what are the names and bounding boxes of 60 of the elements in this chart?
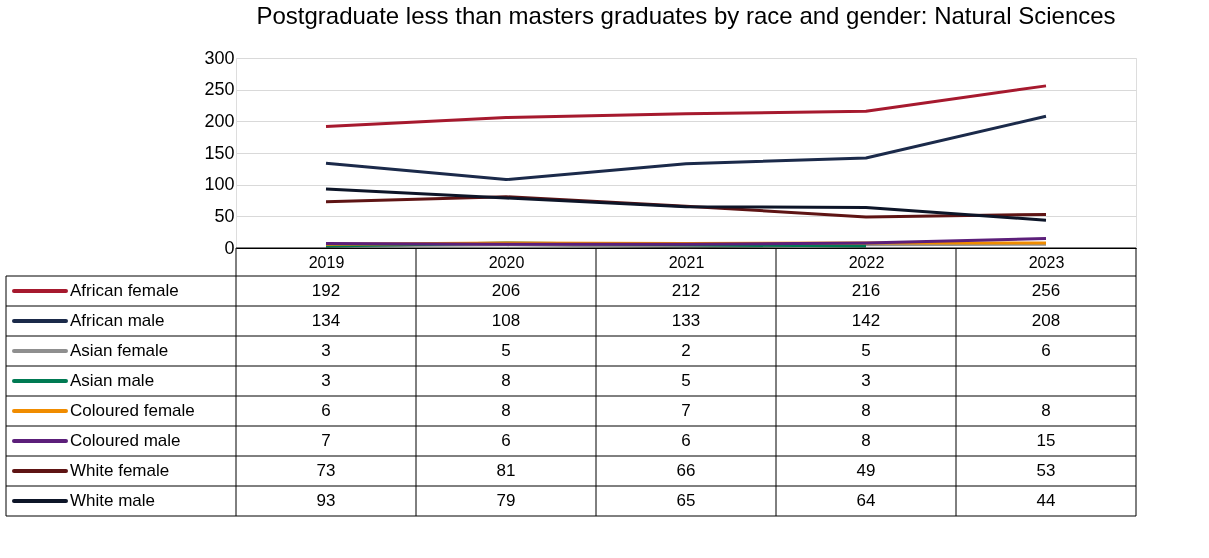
legend-label: Coloured female — [70, 401, 195, 420]
data-label: 5 — [681, 371, 691, 390]
legend-label: African male — [70, 311, 165, 330]
data-label: 5 — [501, 341, 511, 360]
y-tick-label: 150 — [204, 142, 235, 163]
legend-label: White male — [70, 491, 156, 510]
legend-label: Coloured male — [70, 431, 181, 450]
data-label: 6 — [321, 401, 331, 420]
data-label: 3 — [861, 371, 871, 390]
legend-label: African female — [70, 281, 179, 300]
chart-title: Postgraduate less than masters graduates by race and gender: Natural Sciences — [256, 2, 1116, 29]
data-label: 2 — [681, 341, 691, 360]
data-label: 6 — [1041, 341, 1051, 360]
data-label: 65 — [676, 491, 696, 510]
legend-label: Asian female — [70, 341, 169, 360]
data-label: 8 — [501, 401, 511, 420]
y-tick-label: 0 — [224, 237, 235, 258]
legend-label: White female — [70, 461, 170, 480]
data-label: 134 — [311, 311, 341, 330]
data-label: 208 — [1031, 311, 1061, 330]
data-label: 206 — [491, 281, 521, 300]
x-tick-label: 2020 — [488, 253, 525, 271]
x-tick-label: 2022 — [848, 253, 885, 271]
y-tick-label: 250 — [204, 79, 235, 100]
data-label: 212 — [671, 281, 701, 300]
data-label: 7 — [321, 431, 331, 450]
data-label: 7 — [681, 401, 691, 420]
data-label: 49 — [856, 461, 876, 480]
data-label: 6 — [501, 431, 511, 450]
data-label: 44 — [1036, 491, 1056, 510]
data-label: 73 — [316, 461, 336, 480]
data-label: 3 — [321, 371, 331, 390]
data-label: 142 — [851, 311, 881, 330]
data-label: 256 — [1031, 281, 1061, 300]
data-label: 8 — [861, 431, 871, 450]
data-label: 15 — [1036, 431, 1056, 450]
y-tick-label: 200 — [204, 110, 235, 131]
data-label: 8 — [501, 371, 511, 390]
data-label: 5 — [861, 341, 871, 360]
y-tick-label: 300 — [204, 47, 235, 68]
data-label: 79 — [496, 491, 516, 510]
data-label: 8 — [861, 401, 871, 420]
data-label: 3 — [321, 341, 331, 360]
data-label: 66 — [676, 461, 696, 480]
legend-label: Asian male — [70, 371, 155, 390]
data-label: 81 — [496, 461, 516, 480]
data-label: 216 — [851, 281, 881, 300]
x-tick-label: 2021 — [668, 253, 705, 271]
data-label: 8 — [1041, 401, 1051, 420]
data-label: 93 — [316, 491, 336, 510]
data-label: 108 — [491, 311, 521, 330]
data-label: 192 — [311, 281, 341, 300]
y-tick-label: 100 — [204, 174, 235, 195]
data-label: 6 — [681, 431, 691, 450]
data-label: 64 — [856, 491, 876, 510]
y-tick-label: 50 — [214, 205, 235, 226]
data-label: 133 — [671, 311, 701, 330]
x-tick-label: 2023 — [1028, 253, 1065, 271]
x-tick-label: 2019 — [308, 253, 345, 271]
data-label: 53 — [1036, 461, 1056, 480]
